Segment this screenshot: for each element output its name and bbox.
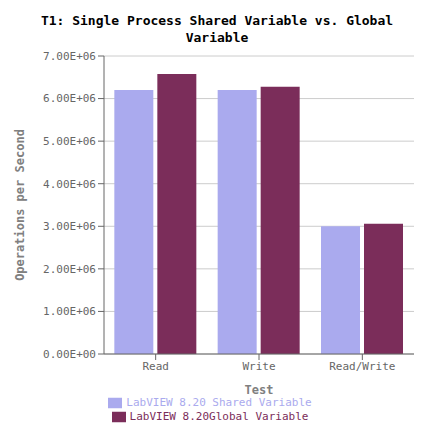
svg-text:0.00E+00: 0.00E+00 [43, 348, 96, 361]
svg-text:5.00E+06: 5.00E+06 [43, 135, 96, 148]
svg-text:1.00E+06: 1.00E+06 [43, 305, 96, 318]
svg-text:6.00E+06: 6.00E+06 [43, 92, 96, 105]
svg-text:Operations per Second: Operations per Second [13, 129, 27, 281]
svg-text:Read: Read [142, 360, 169, 373]
svg-text:4.00E+06: 4.00E+06 [43, 178, 96, 191]
svg-text:Test: Test [245, 383, 274, 397]
svg-text:7.00E+06: 7.00E+06 [43, 50, 96, 63]
svg-text:Write: Write [242, 360, 275, 373]
svg-text:3.00E+06: 3.00E+06 [43, 220, 96, 233]
html-text:Variable: Variable [185, 30, 249, 45]
svg-text:2.00E+06: 2.00E+06 [43, 263, 96, 276]
html-text:LabVIEW 8.20 Shared Variable: LabVIEW 8.20 Shared Variable [126, 396, 312, 409]
html-text:LabVIEW 8.20Global Variable: LabVIEW 8.20Global Variable [129, 410, 309, 423]
html-text:T1: Single Process Shared Vari: T1: Single Process Shared Variable vs. G… [40, 13, 394, 28]
svg-text:Read/Write: Read/Write [329, 360, 395, 373]
